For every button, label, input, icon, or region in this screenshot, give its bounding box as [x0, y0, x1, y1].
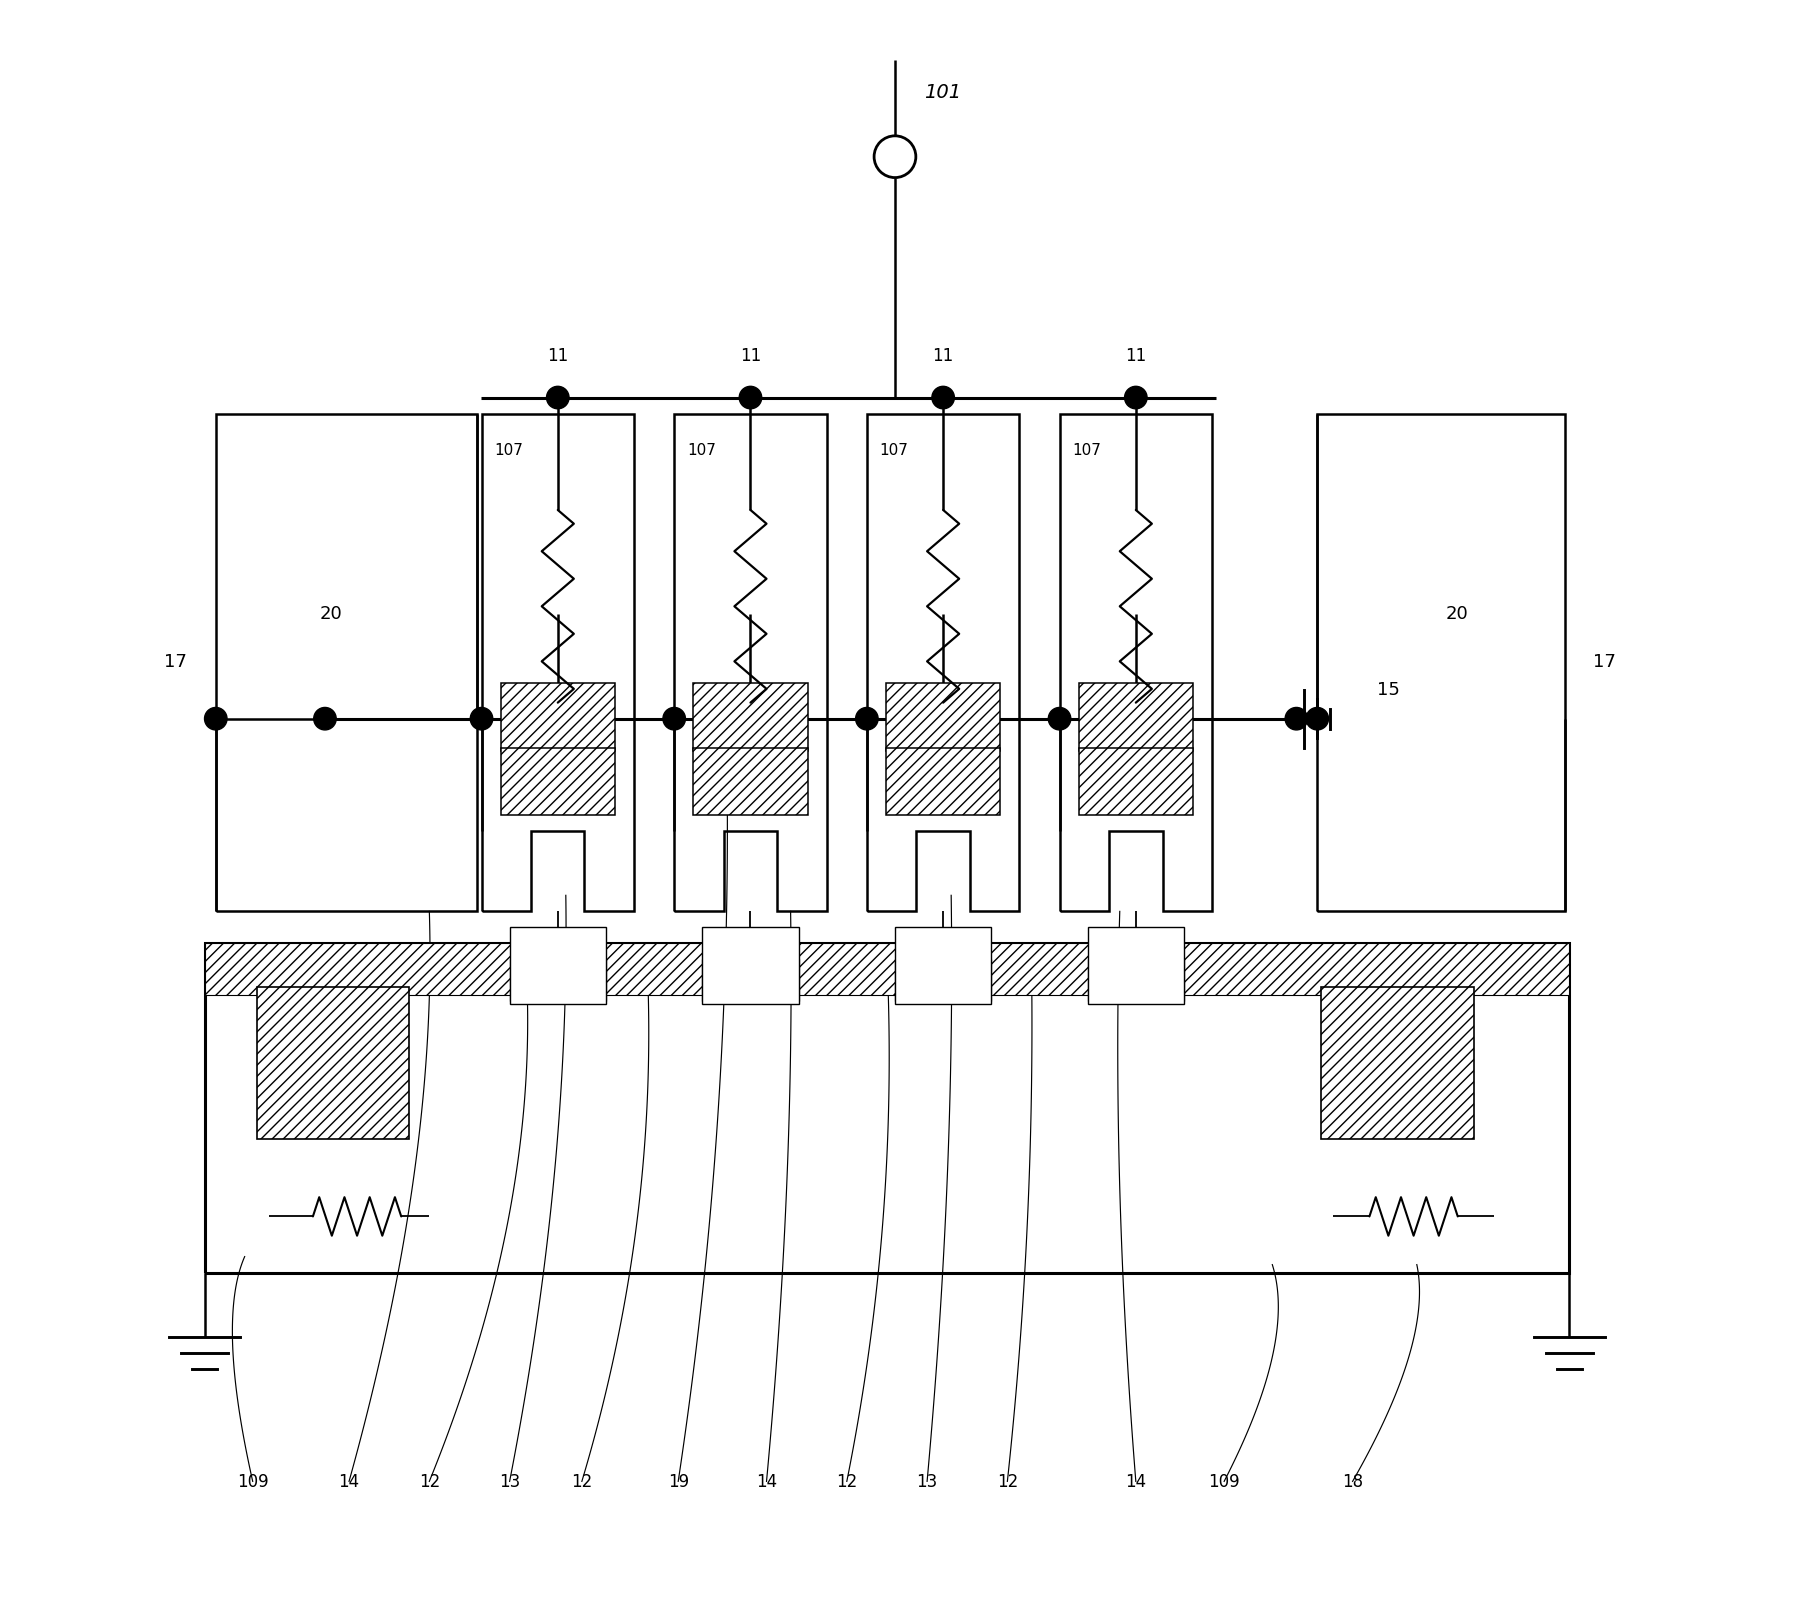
Circle shape	[547, 386, 569, 408]
Text: 11: 11	[547, 347, 569, 365]
Text: 12: 12	[419, 1474, 440, 1491]
Text: 11: 11	[931, 347, 953, 365]
Text: 20: 20	[1444, 605, 1467, 623]
Circle shape	[469, 707, 493, 730]
Bar	[693, 747, 807, 815]
Text: 14: 14	[338, 1474, 359, 1491]
Text: 11: 11	[740, 347, 760, 365]
Bar	[509, 928, 606, 1004]
Bar	[1078, 747, 1193, 815]
Bar	[500, 683, 616, 751]
Text: 12: 12	[836, 1474, 857, 1491]
Text: 13: 13	[498, 1474, 520, 1491]
Circle shape	[738, 386, 762, 408]
Circle shape	[856, 707, 877, 730]
Text: 20: 20	[319, 605, 341, 623]
Text: 11: 11	[1125, 347, 1146, 365]
Bar	[886, 683, 1000, 751]
Text: 14: 14	[1125, 1474, 1146, 1491]
Text: 13: 13	[915, 1474, 937, 1491]
Bar	[702, 928, 798, 1004]
Bar	[1087, 959, 1184, 1001]
Bar	[256, 986, 410, 1139]
Bar	[1321, 986, 1473, 1139]
Circle shape	[931, 386, 953, 408]
Text: 15: 15	[1375, 681, 1399, 699]
Circle shape	[1285, 707, 1307, 730]
Text: 18: 18	[1341, 1474, 1363, 1491]
Bar	[500, 747, 616, 815]
Bar	[1078, 683, 1193, 751]
Bar	[886, 747, 1000, 815]
Bar	[702, 959, 798, 1001]
Text: 107: 107	[879, 442, 908, 457]
Text: 12: 12	[996, 1474, 1018, 1491]
Bar	[509, 959, 606, 1001]
Circle shape	[1305, 707, 1328, 730]
Text: 19: 19	[668, 1474, 688, 1491]
Text: 14: 14	[756, 1474, 776, 1491]
Bar	[204, 944, 1569, 994]
Text: 12: 12	[570, 1474, 592, 1491]
Text: 107: 107	[686, 442, 715, 457]
Text: 17: 17	[1592, 654, 1615, 671]
Text: 101: 101	[924, 82, 960, 102]
Circle shape	[1125, 386, 1146, 408]
Text: 107: 107	[1072, 442, 1101, 457]
Circle shape	[314, 707, 336, 730]
Text: 107: 107	[495, 442, 523, 457]
Bar	[693, 683, 807, 751]
Circle shape	[1047, 707, 1070, 730]
Circle shape	[204, 707, 227, 730]
Text: 109: 109	[1208, 1474, 1240, 1491]
Bar	[895, 959, 991, 1001]
Bar	[895, 928, 991, 1004]
Circle shape	[662, 707, 686, 730]
Text: 17: 17	[164, 654, 186, 671]
Bar	[1087, 928, 1184, 1004]
Text: 109: 109	[236, 1474, 269, 1491]
